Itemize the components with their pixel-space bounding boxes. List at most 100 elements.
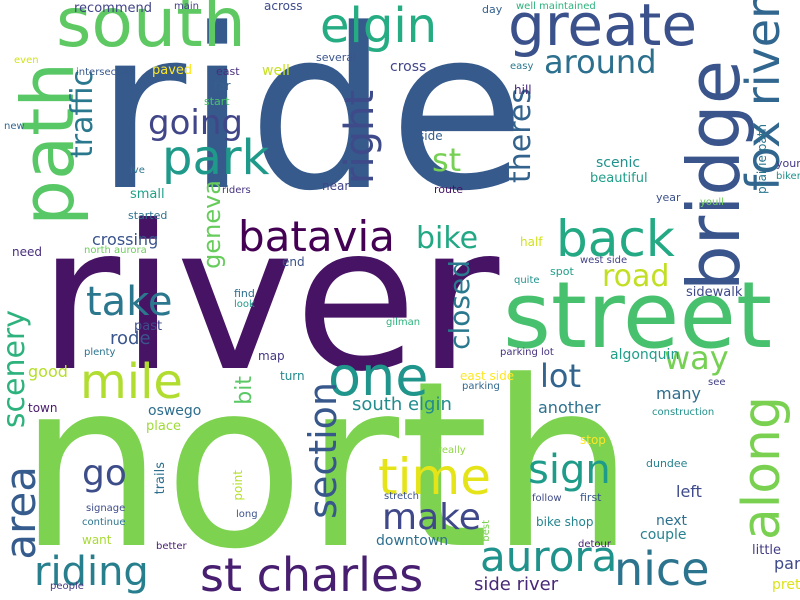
word-place: place [146, 419, 181, 434]
word-couple: couple [640, 527, 687, 543]
word-south-elgin: south elgin [352, 394, 452, 415]
word-river: river [38, 183, 500, 416]
word-geneva: geneva [198, 180, 226, 269]
word-well-maintained: well maintained [516, 1, 596, 12]
word-past: past [134, 319, 163, 334]
word-bike-shop: bike shop [536, 515, 594, 529]
word-many: many [656, 384, 701, 403]
word-make: make [382, 497, 481, 538]
word-park: park [162, 130, 270, 186]
word-best: best [481, 520, 492, 542]
word-first: first [580, 491, 602, 504]
word-across: across [264, 0, 303, 13]
word-detour: detour [578, 539, 611, 550]
word-beautiful: beautiful [590, 171, 648, 186]
word-youre: youre [776, 157, 800, 170]
word-take: take [86, 279, 173, 325]
word-want: want [82, 533, 112, 547]
word-spot: spot [550, 265, 574, 278]
word-intersection: intersection [76, 67, 136, 78]
word-around: around [544, 43, 657, 81]
word-find: find [234, 287, 255, 300]
word-going: going [148, 103, 243, 143]
word-follow: follow [532, 493, 562, 504]
word-well: well [262, 63, 290, 79]
word-people: people [50, 581, 84, 592]
word-parking-lot: parking lot [500, 347, 554, 358]
word-ive: ive [130, 165, 145, 176]
word-really: really [438, 445, 466, 456]
word-another: another [538, 398, 601, 417]
word-right: right [337, 90, 383, 184]
word-look: look [234, 299, 255, 310]
word-near: near [322, 179, 350, 193]
word-closed: closed [443, 260, 476, 350]
word-batavia: batavia [238, 212, 395, 261]
word-easy: easy [510, 61, 534, 72]
word-cross: cross [390, 59, 427, 75]
word-mile: mile [80, 354, 183, 410]
word-town: town [28, 401, 58, 415]
word-nice: nice [614, 542, 710, 596]
word-street: street [503, 262, 773, 369]
word-little: little [752, 543, 782, 558]
word-part: part [774, 554, 800, 573]
word-far: far [214, 79, 231, 93]
word-new: new [4, 121, 25, 132]
word-rode: rode [110, 328, 151, 349]
word-lot: lot [540, 357, 582, 395]
word-south: south [56, 0, 246, 63]
word-better: better [156, 541, 187, 552]
word-theres: theres [503, 88, 538, 183]
word-oswego: oswego [148, 403, 202, 419]
word-recommend: recommend [74, 1, 152, 16]
word-long: long [236, 509, 258, 520]
word-ride: ride [95, 0, 526, 240]
word-downtown: downtown [376, 533, 449, 549]
word-riders: riders [222, 185, 251, 196]
word-signage: signage [86, 503, 126, 514]
word-year: year [656, 191, 681, 204]
word-traffic: traffic [65, 70, 100, 158]
word-small: small [130, 187, 165, 202]
word-riding: riding [34, 549, 149, 595]
word-bit: bit [232, 376, 257, 405]
word-scenic: scenic [596, 155, 641, 171]
word-paved: paved [152, 63, 193, 78]
word-north-aurora: north aurora [84, 245, 147, 256]
word-scenery: scenery [0, 310, 32, 429]
word-biker: biker [776, 171, 800, 182]
word-along: along [732, 396, 792, 541]
word-hill: hill [514, 83, 532, 97]
word-even: even [14, 55, 39, 66]
word-go: go [82, 453, 127, 494]
word-trails: trails [153, 462, 168, 495]
word-end: end [282, 255, 305, 269]
word-turn: turn [280, 369, 305, 383]
word-road: road [602, 259, 670, 294]
word-gilman: gilman [386, 317, 421, 328]
word-east: east [216, 65, 240, 78]
word-algonquin: algonquin [610, 347, 680, 363]
word-time: time [378, 448, 491, 506]
word-stop: stop [580, 433, 606, 447]
word-point: point [231, 470, 245, 501]
word-crossing: crossing [92, 230, 159, 249]
word-pretty: pretty [772, 577, 800, 593]
word-youll: youll [700, 197, 724, 208]
word-plenty: plenty [84, 347, 116, 358]
word-half: half [520, 235, 543, 249]
word-sign: sign [528, 447, 611, 493]
word-side-river: side river [474, 574, 559, 595]
word-see: see [708, 377, 726, 388]
word-bike: bike [416, 221, 479, 256]
word-greate: greate [508, 0, 698, 59]
word-parking: parking [462, 381, 500, 392]
word-start: start [204, 95, 230, 108]
word-main: main [174, 1, 199, 12]
word-st: st [432, 141, 462, 179]
word-continue: continue [82, 517, 126, 528]
word-good: good [28, 362, 68, 381]
word-area: area [0, 466, 45, 560]
